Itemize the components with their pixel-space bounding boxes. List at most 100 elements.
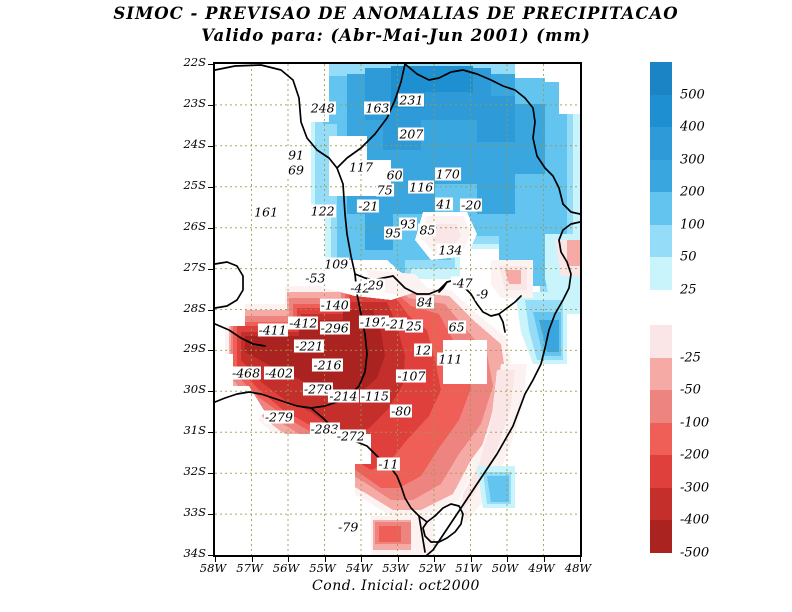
y-axis-tick: [208, 555, 215, 556]
anomaly-value-label: 69: [287, 162, 305, 178]
anomaly-value-label: -279: [302, 381, 333, 397]
anomaly-value-label: -221: [294, 338, 325, 353]
y-axis-tick: [208, 64, 215, 65]
colorbar-tick-label: -200: [680, 447, 710, 463]
colorbar-tick-label: 500: [680, 87, 705, 102]
anomaly-value-label: 248: [309, 100, 336, 116]
x-axis-tick: [215, 555, 216, 562]
colorbar-band: [650, 422, 672, 455]
colorbar-tick-label: 50: [680, 249, 697, 265]
y-axis-label: 23S: [183, 95, 206, 110]
anomaly-value-label: 93: [398, 216, 417, 232]
y-axis-tick: [208, 309, 215, 311]
y-axis-tick: [208, 473, 215, 475]
anomaly-value-label: 109: [323, 256, 350, 272]
anomaly-value-label: -21: [384, 316, 407, 332]
y-axis-label: 25S: [183, 177, 206, 192]
x-axis-tick: [251, 555, 253, 562]
anomaly-value-label: 134: [437, 242, 464, 258]
colorbar-band: [650, 192, 672, 225]
y-axis-tick: [208, 186, 215, 188]
anomaly-value-label: 231: [398, 92, 425, 108]
colorbar-tick-label: -500: [680, 545, 710, 560]
x-axis-label: 48W: [564, 561, 592, 575]
anomaly-value-label: -279: [263, 409, 294, 425]
y-axis-tick: [208, 432, 215, 434]
colorbar-tick-label: 400: [680, 119, 705, 135]
anomaly-value-label: -80: [390, 403, 413, 419]
anomaly-value-label: -53: [304, 270, 327, 286]
colorbar-tick-label: 300: [680, 152, 705, 167]
anomaly-value-label: 122: [309, 203, 336, 219]
anomaly-value-label: -272: [335, 428, 366, 444]
anomaly-value-label: -42: [349, 280, 372, 296]
anomaly-value-label: -115: [359, 388, 390, 404]
colorbar-band: [650, 487, 672, 520]
colorbar-band: [650, 62, 672, 95]
x-axis-tick: [543, 555, 545, 562]
anomaly-value-label: 170: [434, 166, 461, 182]
colorbar-tick-label: -25: [680, 350, 701, 365]
x-axis-label: 55W: [309, 561, 336, 575]
colorbar-band: [650, 455, 672, 488]
chart-title-line1: SIMOC - PREVISAO DE ANOMALIAS DE PRECIPI…: [113, 4, 679, 23]
colorbar-band: [650, 390, 672, 423]
y-axis-tick: [208, 268, 215, 270]
colorbar-tick-label: 200: [680, 184, 705, 200]
x-axis-tick: [324, 555, 326, 562]
colorbar-band: [650, 357, 672, 390]
x-axis-tick: [434, 555, 435, 562]
anomaly-value-label: 111: [437, 351, 464, 367]
anomaly-value-label: -107: [396, 368, 427, 384]
y-axis-label: 27S: [183, 259, 206, 274]
anomaly-value-label: -468: [230, 365, 262, 381]
y-axis-tick: [208, 514, 215, 516]
y-axis-label: 22S: [183, 55, 206, 69]
anomaly-value-label: -20: [460, 197, 483, 213]
y-axis-label: 31S: [183, 423, 206, 438]
x-axis-label: 57W: [236, 561, 263, 575]
x-axis-label: 52W: [418, 561, 446, 575]
x-axis-label: 58W: [199, 561, 227, 575]
anomaly-value-label: 117: [348, 159, 374, 175]
anomaly-value-label: 29: [366, 277, 385, 293]
colorbar-band: [650, 127, 672, 160]
anomaly-value-label: -79: [337, 519, 360, 535]
colorbar-band: [650, 257, 672, 290]
anomaly-value-label: 95: [384, 225, 403, 241]
anomaly-value-label: 84: [415, 294, 434, 310]
anomaly-value-label: 60: [385, 167, 404, 183]
y-axis-tick: [208, 104, 215, 106]
colorbar-tick-label: -300: [680, 480, 710, 495]
colorbar-tick-label: 100: [680, 217, 705, 232]
y-axis-label: 26S: [183, 218, 206, 233]
anomaly-value-label: 116: [408, 179, 435, 195]
anomaly-value-label: -411: [257, 322, 288, 338]
colorbar-tick-label: -100: [680, 415, 710, 430]
y-axis-label: 33S: [183, 505, 206, 520]
anomaly-value-label: -214: [328, 388, 359, 404]
x-axis-label: 54W: [345, 561, 373, 575]
anomaly-value-label: -47: [451, 275, 474, 291]
x-axis-label: 56W: [272, 561, 300, 575]
x-axis-label: 53W: [382, 561, 409, 575]
anomaly-value-label: 163: [364, 100, 391, 116]
anomaly-value-label: 65: [447, 319, 466, 335]
map-plot-area: 248 163 231 207 91 69 117 60 170 116 75 -21 41 -20 161…: [208, 62, 582, 562]
anomaly-value-label: -11: [377, 456, 400, 472]
colorbar-band: [650, 159, 672, 192]
x-axis-tick: [507, 555, 508, 562]
anomaly-value-label: 75: [375, 182, 394, 198]
x-axis-label: 50W: [491, 561, 519, 575]
colorbar-band: [650, 224, 672, 257]
y-axis-tick: [208, 227, 215, 229]
x-axis-tick: [397, 555, 399, 562]
chart-title-line2: Valido para: (Abr-Mai-Jun 2001) (mm): [201, 26, 591, 45]
x-axis-tick: [580, 555, 581, 562]
anomaly-value-label: 25: [404, 318, 423, 334]
anomaly-value-label: -412: [288, 315, 319, 331]
x-axis-label: 49W: [528, 561, 555, 575]
colorbar-band: [650, 94, 672, 127]
anomaly-value-label: -216: [312, 357, 343, 373]
